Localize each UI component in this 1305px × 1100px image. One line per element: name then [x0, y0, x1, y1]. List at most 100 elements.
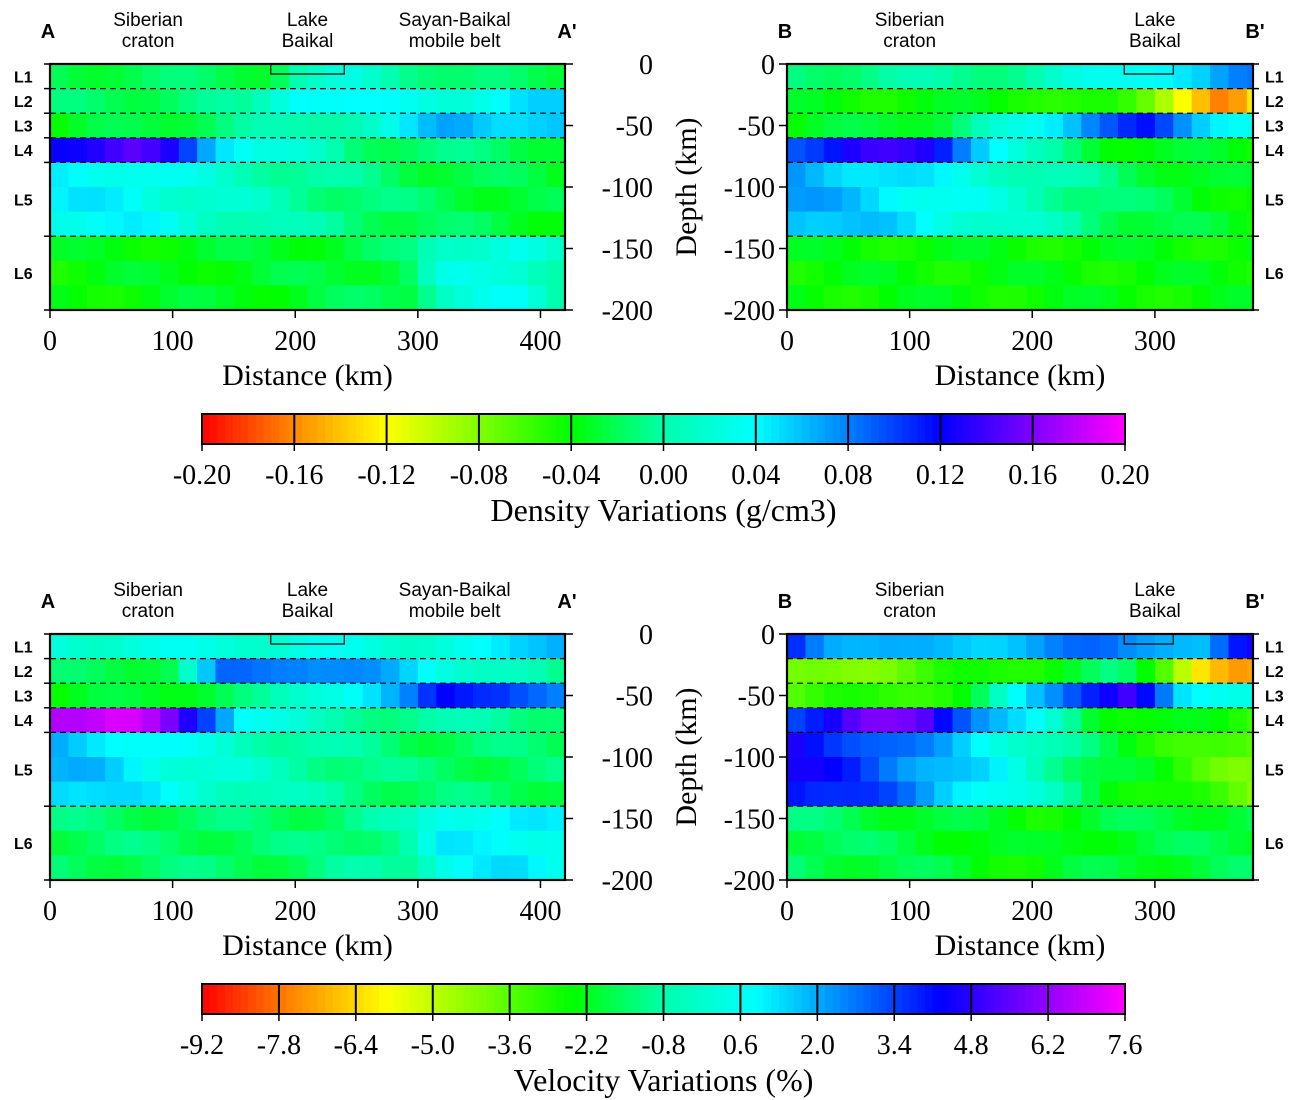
heatmap-cell: [897, 855, 917, 881]
x-tick-label: 400: [519, 896, 561, 927]
heatmap-cell: [934, 113, 954, 139]
heatmap-cell: [1081, 285, 1101, 311]
region-label: craton: [883, 31, 936, 52]
heatmap-cell: [86, 830, 106, 856]
heatmap-cell: [860, 757, 880, 783]
panel-3: L1 L2 L3 L4 L5 L6 0 -50 -100 -150 -200 Depth (km) 0 1…: [14, 580, 703, 962]
heatmap-cell: [1044, 211, 1064, 237]
colorbar-swatch: [548, 984, 557, 1014]
heatmap-cell: [509, 260, 529, 286]
colorbar-swatch: [486, 984, 495, 1014]
heatmap-cell: [805, 187, 825, 213]
colorbar-swatch: [248, 984, 257, 1014]
heatmap-cell: [381, 658, 401, 684]
colorbar-swatch: [901, 414, 911, 444]
colorbar-swatch: [1017, 984, 1026, 1014]
heatmap-cell: [362, 88, 382, 114]
heatmap-cell: [215, 260, 235, 286]
heatmap-cell: [915, 732, 935, 758]
heatmap-cell: [362, 64, 382, 90]
colorbar-swatch: [532, 984, 542, 1014]
colorbar-swatch: [371, 984, 380, 1014]
heatmap-cell: [528, 113, 548, 139]
heatmap-cell: [915, 162, 935, 188]
heatmap-cell: [270, 211, 290, 237]
heatmap-cell: [160, 855, 180, 881]
heatmap-cell: [842, 236, 862, 262]
heatmap-cell: [897, 64, 917, 90]
region-label: Lake: [1134, 580, 1175, 601]
heatmap-cell: [344, 162, 364, 188]
x-tick-label: 100: [152, 326, 194, 357]
heatmap-cell: [399, 634, 419, 660]
profile-end-label: B': [1245, 21, 1264, 43]
heatmap-cell: [50, 683, 69, 709]
heatmap-cell: [860, 806, 880, 832]
heatmap-cell: [1044, 137, 1064, 163]
colorbar-swatch: [432, 414, 442, 444]
heatmap-cell: [362, 683, 382, 709]
heatmap-cell: [491, 707, 511, 733]
heatmap-cell: [178, 88, 198, 114]
heatmap-cell: [546, 806, 566, 832]
x-tick-label: 300: [1134, 326, 1176, 357]
colorbar-swatch: [1101, 414, 1111, 444]
heatmap-cell: [970, 260, 990, 286]
colorbar-swatch: [625, 414, 634, 444]
heatmap-cell: [178, 683, 198, 709]
heatmap-cell: [546, 64, 566, 90]
heatmap-cell: [989, 236, 1009, 262]
heatmap-cell: [68, 187, 88, 213]
colorbar-swatch: [1048, 414, 1057, 444]
heatmap-cell: [1173, 658, 1193, 684]
layer-label: L5: [14, 192, 33, 209]
heatmap-cell: [289, 830, 309, 856]
heatmap-cell: [1154, 658, 1174, 684]
heatmap-cell: [381, 781, 401, 807]
heatmap-cell: [823, 732, 843, 758]
heatmap-cell: [860, 64, 880, 90]
heatmap-cell: [1136, 732, 1156, 758]
heatmap-cell: [787, 757, 806, 783]
heatmap-cell: [528, 732, 548, 758]
heatmap-cell: [197, 64, 217, 90]
heatmap-cell: [160, 211, 180, 237]
heatmap-cell: [362, 260, 382, 286]
heatmap-cell: [252, 732, 272, 758]
x-tick-label: 200: [1011, 896, 1053, 927]
heatmap-cell: [805, 830, 825, 856]
heatmap-cell: [1062, 187, 1082, 213]
heatmap-cell: [1136, 211, 1156, 237]
heatmap-cell: [197, 113, 217, 139]
colorbar-swatch: [1032, 414, 1041, 444]
heatmap-cell: [362, 113, 382, 139]
heatmap-cell: [141, 88, 161, 114]
heatmap-cell: [436, 236, 456, 262]
heatmap-cell: [141, 707, 161, 733]
heatmap-cell: [325, 830, 345, 856]
heatmap-cell: [1026, 285, 1046, 311]
heatmap-cell: [989, 732, 1009, 758]
heatmap-cell: [215, 162, 235, 188]
heatmap-cell: [1191, 236, 1211, 262]
heatmap-cell: [105, 187, 125, 213]
heatmap-cell: [178, 806, 198, 832]
x-tick-label: 300: [397, 896, 439, 927]
heatmap-cell: [952, 64, 972, 90]
colorbar-swatch: [301, 984, 311, 1014]
heatmap-cell: [1007, 260, 1027, 286]
heatmap-cell: [970, 707, 990, 733]
region-label: craton: [883, 601, 936, 622]
heatmap-cell: [141, 806, 161, 832]
y-tick-label: 0: [639, 50, 653, 81]
colorbar-swatch: [671, 414, 680, 444]
heatmap-cell: [860, 732, 880, 758]
heatmap-cell: [1154, 830, 1174, 856]
heatmap-cell: [1044, 806, 1064, 832]
heatmap-cell: [50, 236, 69, 262]
colorbar-swatch: [832, 414, 842, 444]
heatmap-cell: [989, 162, 1009, 188]
heatmap-cell: [1228, 855, 1248, 881]
heatmap-cell: [915, 64, 935, 90]
heatmap-cell: [1062, 137, 1082, 163]
